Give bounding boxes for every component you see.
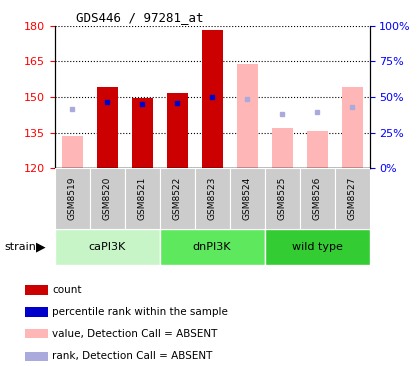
Text: value, Detection Call = ABSENT: value, Detection Call = ABSENT [52,329,217,339]
Text: dnPI3K: dnPI3K [193,242,231,252]
Text: strain: strain [4,242,36,252]
Bar [25,329,48,339]
Bar [299,168,335,229]
Bar [62,136,83,168]
Bar [89,168,125,229]
Text: GDS446 / 97281_at: GDS446 / 97281_at [76,11,203,24]
Text: wild type: wild type [291,242,343,252]
Bar [335,168,370,229]
Text: GSM8527: GSM8527 [348,177,357,220]
Bar [55,229,160,265]
Text: GSM8524: GSM8524 [243,177,252,220]
Bar [202,30,223,168]
Text: GSM8519: GSM8519 [68,177,76,220]
Bar [236,64,257,168]
Bar [125,168,160,229]
Bar [265,229,370,265]
Text: GSM8526: GSM8526 [312,177,322,220]
Text: rank, Detection Call = ABSENT: rank, Detection Call = ABSENT [52,351,212,362]
Bar [160,168,194,229]
Text: caPI3K: caPI3K [89,242,126,252]
Bar [55,168,89,229]
Bar [265,168,299,229]
Text: GSM8523: GSM8523 [207,177,217,220]
Text: GSM8521: GSM8521 [138,177,147,220]
Bar [307,131,328,168]
Bar [25,307,48,317]
Text: GSM8525: GSM8525 [278,177,286,220]
Bar [167,93,188,168]
Text: percentile rank within the sample: percentile rank within the sample [52,307,228,317]
Bar [341,87,362,168]
Text: GSM8520: GSM8520 [102,177,112,220]
Text: ▶: ▶ [36,240,45,254]
Bar [97,87,118,168]
Text: GSM8522: GSM8522 [173,177,181,220]
Bar [25,285,48,295]
Bar [230,168,265,229]
Text: count: count [52,285,81,295]
Bar [25,352,48,361]
Bar [272,128,293,168]
Bar [131,98,152,168]
Bar [160,229,265,265]
Bar [194,168,230,229]
